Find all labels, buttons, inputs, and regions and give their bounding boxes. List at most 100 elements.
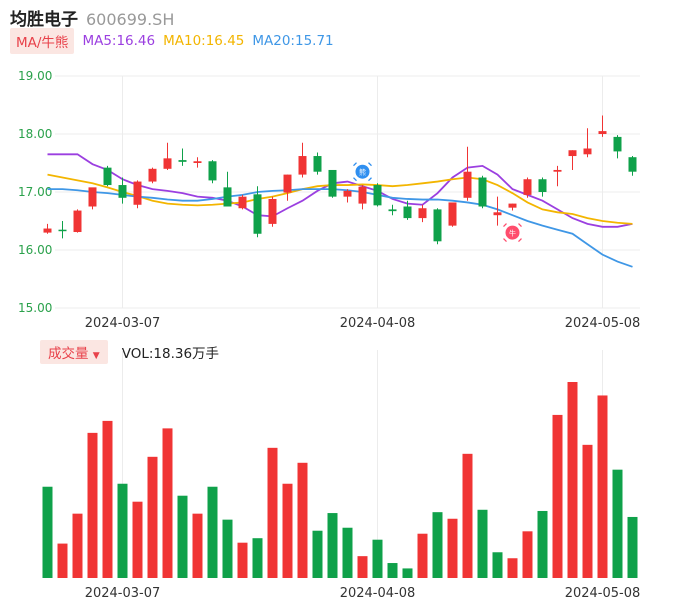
volume-bar [72, 513, 83, 578]
candle [613, 135, 622, 159]
candle-body [508, 203, 517, 208]
bear-marker: 熊 [353, 162, 372, 182]
candle [223, 171, 232, 207]
ma20-line [47, 188, 633, 268]
ma5-value: MA5:16.46 [82, 33, 156, 49]
y-tick-label: 18.00 [18, 127, 52, 141]
candle-body [178, 160, 187, 162]
candle [133, 180, 142, 209]
candle [508, 203, 517, 211]
price-x-axis: 2024-03-07 2024-04-08 2024-05-08 [85, 316, 641, 331]
volume-bar [57, 543, 68, 578]
volume-bar [462, 453, 473, 578]
volume-bar [147, 456, 158, 578]
volume-bar [87, 432, 98, 578]
ma20-value: MA20:15.71 [252, 33, 334, 49]
y-tick-label: 19.00 [18, 69, 52, 83]
candle-body [598, 131, 607, 134]
ma-legend: MA/牛熊 MA5:16.46 MA10:16.45 MA20:15.71 [10, 28, 334, 54]
candle [448, 202, 457, 227]
volume-bar [267, 447, 278, 578]
ma-lines [47, 153, 633, 268]
candle [553, 165, 562, 187]
candle-body [553, 169, 562, 172]
candle [373, 183, 382, 207]
candle [493, 196, 502, 226]
marker-corners [353, 162, 372, 182]
volume-bar [252, 538, 263, 578]
volume-bar [297, 462, 308, 578]
candle-body [583, 148, 592, 155]
volume-bar [132, 501, 143, 578]
candle-body [88, 187, 97, 207]
indicator-selector[interactable]: 成交量 ▼ [40, 340, 108, 364]
volume-bar [522, 531, 533, 578]
candle-body [388, 209, 397, 212]
volume-bar [507, 558, 518, 578]
volume-bar [192, 513, 203, 578]
volume-bars [42, 382, 638, 578]
x-tick-label: 2024-03-07 [85, 586, 161, 601]
price-y-axis: 19.00 18.00 17.00 16.00 15.00 [18, 69, 52, 315]
candle [478, 175, 487, 209]
indicator-selector-label: 成交量 [48, 346, 89, 362]
candle-body [403, 206, 412, 219]
candle-body [613, 136, 622, 152]
candle-body [568, 150, 577, 157]
x-tick-label: 2024-03-07 [85, 316, 161, 331]
x-tick-label: 2024-05-08 [565, 316, 641, 331]
candle-body [133, 181, 142, 205]
candle-body [283, 174, 292, 193]
volume-bar [552, 414, 563, 578]
volume-bar [387, 563, 398, 578]
candle-body [358, 186, 367, 204]
candle [43, 223, 52, 234]
candle-body [148, 168, 157, 182]
candle [568, 150, 577, 170]
volume-bar [102, 420, 113, 578]
candle-body [343, 190, 352, 197]
volume-bar [357, 556, 368, 578]
marker-corners [503, 223, 522, 243]
candle-body [208, 161, 217, 181]
candle-body [253, 194, 262, 234]
candle-body [448, 202, 457, 226]
candle-body [43, 228, 52, 233]
volume-bar [282, 483, 293, 578]
volume-bar [432, 512, 443, 578]
ma10-line [47, 173, 633, 225]
volume-value: VOL:18.36万手 [121, 346, 220, 362]
volume-bar [477, 509, 488, 578]
candle [538, 177, 547, 197]
volume-bar [447, 518, 458, 578]
candle [268, 196, 277, 227]
candle-body [433, 209, 442, 242]
volume-bar [312, 530, 323, 578]
stock-name: 均胜电子 [10, 10, 78, 30]
candle-body [238, 196, 247, 209]
volume-bar [162, 428, 173, 578]
volume-bar [117, 483, 128, 578]
ma5-line [47, 153, 633, 228]
volume-bar [177, 495, 188, 578]
candle-body [58, 229, 67, 232]
candle [58, 221, 67, 239]
candle-body [118, 185, 127, 198]
candle-body [538, 179, 547, 192]
x-tick-label: 2024-04-08 [340, 316, 416, 331]
ma-type-selector[interactable]: MA/牛熊 [10, 28, 75, 54]
volume-bar [417, 533, 428, 578]
volume-bar [537, 510, 548, 578]
candle-body [478, 177, 487, 207]
candle [463, 146, 472, 201]
bull-marker: 牛 [503, 223, 522, 243]
candle [523, 177, 532, 198]
candle [433, 208, 442, 245]
candle [418, 204, 427, 223]
candle [628, 156, 637, 176]
marker-label: 牛 [509, 229, 516, 238]
dropdown-caret-icon: ▼ [92, 351, 100, 361]
y-tick-label: 15.00 [18, 301, 52, 315]
stock-header: 均胜电子 600699.SH [10, 5, 174, 30]
